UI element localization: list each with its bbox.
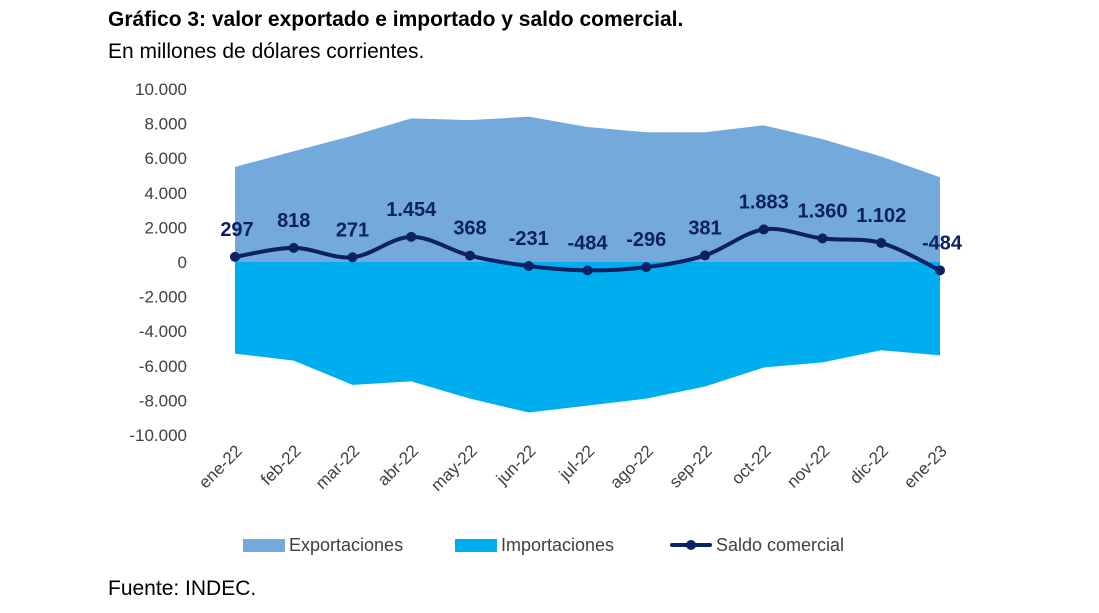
chart-legend: Exportaciones Importaciones Saldo comerc… xyxy=(0,533,1099,557)
x-tick-label: ene-22 xyxy=(195,441,246,492)
data-label-saldo: 368 xyxy=(453,218,486,240)
chart-source: Fuente: INDEC. xyxy=(108,577,257,600)
y-tick-label: 8.000 xyxy=(144,115,187,134)
data-label-saldo: 1.454 xyxy=(386,199,437,221)
x-tick-label: ago-22 xyxy=(606,441,657,492)
series-point-saldo xyxy=(406,231,417,242)
chart-title: Gráfico 3: valor exportado e importado y… xyxy=(108,8,684,31)
y-tick-label: 10.000 xyxy=(135,80,187,99)
series-point-saldo xyxy=(817,233,828,244)
y-tick-label: 2.000 xyxy=(144,218,187,237)
data-label-saldo: -231 xyxy=(509,228,549,250)
x-tick-label: jun-22 xyxy=(492,441,540,489)
legend-item-exportaciones: Exportaciones xyxy=(243,533,403,557)
series-point-saldo xyxy=(935,265,945,276)
data-label-saldo: 381 xyxy=(688,217,721,239)
series-point-saldo xyxy=(465,250,475,261)
x-tick-label: mar-22 xyxy=(312,441,364,493)
x-tick-label: sep-22 xyxy=(666,441,716,491)
legend-swatch-saldo xyxy=(670,538,712,552)
series-point-saldo xyxy=(641,262,652,273)
chart-subtitle: En millones de dólares corrientes. xyxy=(108,40,425,63)
x-tick-label: dic-22 xyxy=(846,441,892,487)
y-tick-label: 6.000 xyxy=(144,149,187,168)
legend-swatch-importaciones xyxy=(455,538,497,552)
series-point-saldo xyxy=(230,251,240,262)
x-tick-label: feb-22 xyxy=(257,441,305,489)
series-area-importaciones xyxy=(235,262,940,413)
x-tick-label: ene-23 xyxy=(900,441,951,492)
data-label-saldo: 1.360 xyxy=(797,200,847,222)
y-tick-label: -10.000 xyxy=(129,426,187,445)
y-tick-label: -2.000 xyxy=(139,288,187,307)
legend-item-importaciones: Importaciones xyxy=(455,533,614,557)
data-label-saldo: -484 xyxy=(567,232,608,254)
y-tick-label: -6.000 xyxy=(139,357,187,376)
series-point-saldo xyxy=(288,242,299,253)
series-point-saldo xyxy=(876,237,887,248)
series-point-saldo xyxy=(347,252,358,263)
data-label-saldo: 297 xyxy=(220,219,253,241)
chart-plot: 10.000 8.000 6.000 4.000 2.000 0 -2.000 -4.000 -… xyxy=(129,80,963,495)
x-tick-label: jul-22 xyxy=(555,441,599,485)
series-point-saldo xyxy=(700,250,710,261)
legend-label-exportaciones: Exportaciones xyxy=(289,534,404,555)
x-tick-label: nov-22 xyxy=(783,441,833,491)
data-label-saldo: 1.883 xyxy=(739,191,789,213)
legend-item-saldo: Saldo comercial xyxy=(670,533,844,557)
y-tick-label: -8.000 xyxy=(139,391,187,410)
data-label-saldo: -484 xyxy=(922,232,963,254)
y-tick-label: 4.000 xyxy=(144,184,187,203)
data-label-saldo: 818 xyxy=(277,210,310,232)
legend-swatch-exportaciones xyxy=(243,538,285,552)
data-label-saldo: -296 xyxy=(626,229,666,251)
series-point-saldo xyxy=(758,224,769,235)
series-point-saldo xyxy=(582,265,593,276)
x-tick-label: may-22 xyxy=(427,441,481,495)
y-tick-label: 0 xyxy=(178,253,187,272)
data-label-saldo: 1.102 xyxy=(856,205,906,227)
x-tick-label: abr-22 xyxy=(374,441,422,489)
legend-label-importaciones: Importaciones xyxy=(501,534,615,555)
legend-label-saldo: Saldo comercial xyxy=(716,534,845,555)
series-point-saldo xyxy=(523,260,534,271)
data-label-saldo: 271 xyxy=(336,219,369,241)
y-tick-label: -4.000 xyxy=(139,322,187,341)
x-tick-label: oct-22 xyxy=(728,441,775,488)
